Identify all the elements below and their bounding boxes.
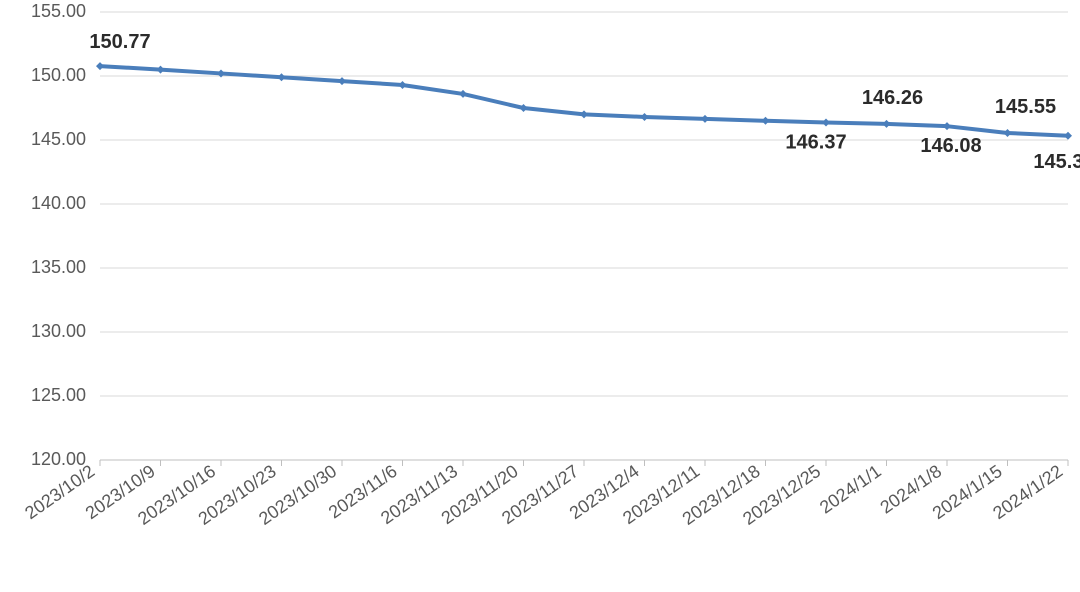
y-tick-label: 150.00 bbox=[31, 65, 86, 85]
line-chart: 120.00 125.00 130.00 135.00 140.00 145.00 150.… bbox=[0, 0, 1080, 592]
y-tick-label: 135.00 bbox=[31, 257, 86, 277]
data-label: 146.08 bbox=[920, 135, 981, 157]
data-label: 146.37 bbox=[785, 131, 846, 153]
data-label: 145.55 bbox=[995, 96, 1056, 118]
y-tick-label: 120.00 bbox=[31, 449, 86, 469]
chart-svg: 120.00 125.00 130.00 135.00 140.00 145.00 150.… bbox=[0, 0, 1080, 592]
y-tick-label: 125.00 bbox=[31, 385, 86, 405]
y-tick-label: 145.00 bbox=[31, 129, 86, 149]
data-label: 146.26 bbox=[862, 87, 923, 109]
y-tick-label: 140.00 bbox=[31, 193, 86, 213]
y-tick-label: 155.00 bbox=[31, 1, 86, 21]
data-label: 145.33 bbox=[1033, 151, 1080, 173]
data-label: 150.77 bbox=[89, 31, 150, 53]
y-tick-label: 130.00 bbox=[31, 321, 86, 341]
